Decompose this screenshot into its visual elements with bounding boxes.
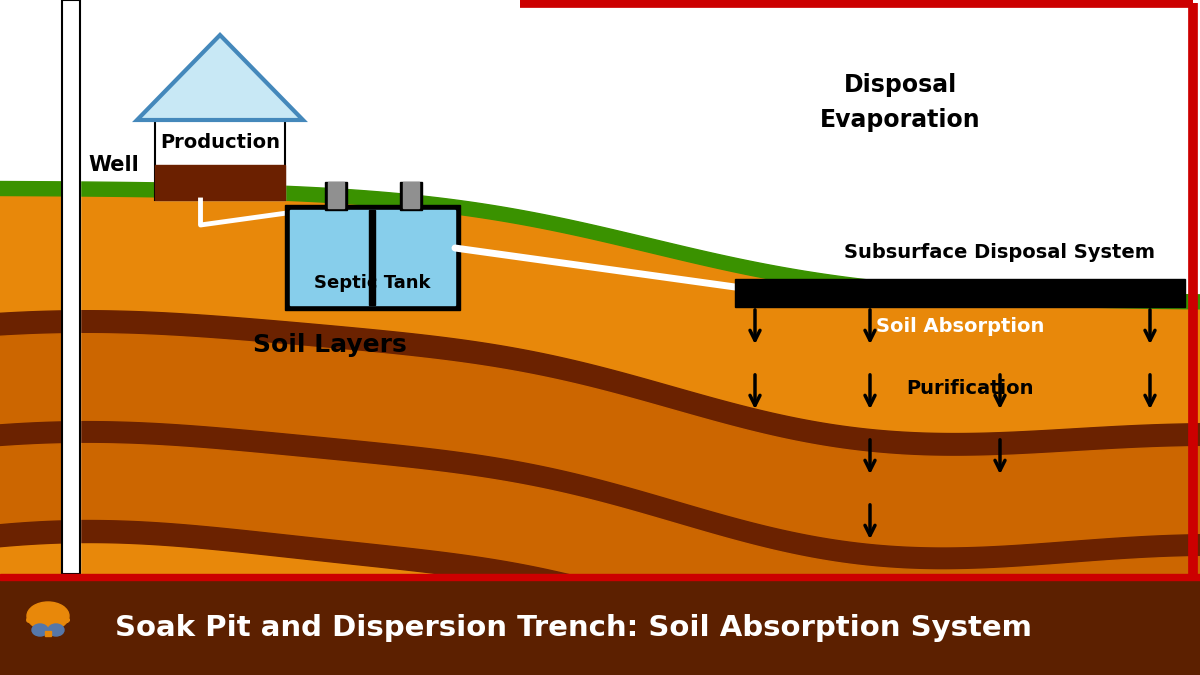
Bar bbox=[290, 210, 455, 305]
Bar bbox=[0, 574, 1200, 580]
Bar bbox=[370, 210, 374, 305]
Bar bbox=[325, 182, 347, 210]
Bar bbox=[46, 631, 50, 636]
Polygon shape bbox=[0, 310, 1200, 456]
Text: Soil Absorption: Soil Absorption bbox=[876, 317, 1044, 337]
Polygon shape bbox=[137, 35, 302, 120]
Bar bbox=[155, 165, 286, 200]
Ellipse shape bbox=[28, 602, 70, 630]
Text: Disposal: Disposal bbox=[844, 73, 956, 97]
Text: Subsurface Disposal System: Subsurface Disposal System bbox=[845, 242, 1156, 261]
Bar bbox=[286, 205, 460, 310]
Text: Septic Tank: Septic Tank bbox=[313, 274, 431, 292]
Text: Soil Layers: Soil Layers bbox=[253, 333, 407, 357]
Polygon shape bbox=[0, 443, 1200, 653]
Polygon shape bbox=[0, 520, 1200, 674]
Bar bbox=[403, 182, 419, 208]
Polygon shape bbox=[0, 182, 1200, 309]
Text: Well: Well bbox=[88, 155, 139, 175]
Bar bbox=[155, 120, 286, 200]
Bar bbox=[0, 580, 1200, 675]
Polygon shape bbox=[0, 196, 1200, 574]
Polygon shape bbox=[0, 422, 1200, 570]
Bar bbox=[62, 0, 80, 574]
Text: Purification: Purification bbox=[906, 379, 1033, 398]
Polygon shape bbox=[0, 333, 1200, 548]
Bar bbox=[734, 279, 1186, 307]
Ellipse shape bbox=[32, 624, 48, 636]
Bar bbox=[155, 120, 286, 200]
Ellipse shape bbox=[29, 615, 67, 625]
Bar bbox=[328, 182, 344, 208]
Ellipse shape bbox=[48, 624, 64, 636]
Text: Soak Pit and Dispersion Trench: Soil Absorption System: Soak Pit and Dispersion Trench: Soil Abs… bbox=[115, 614, 1032, 642]
Text: Production: Production bbox=[160, 132, 280, 151]
Text: Evaporation: Evaporation bbox=[820, 108, 980, 132]
Bar bbox=[400, 182, 422, 210]
Bar bbox=[62, 0, 80, 574]
